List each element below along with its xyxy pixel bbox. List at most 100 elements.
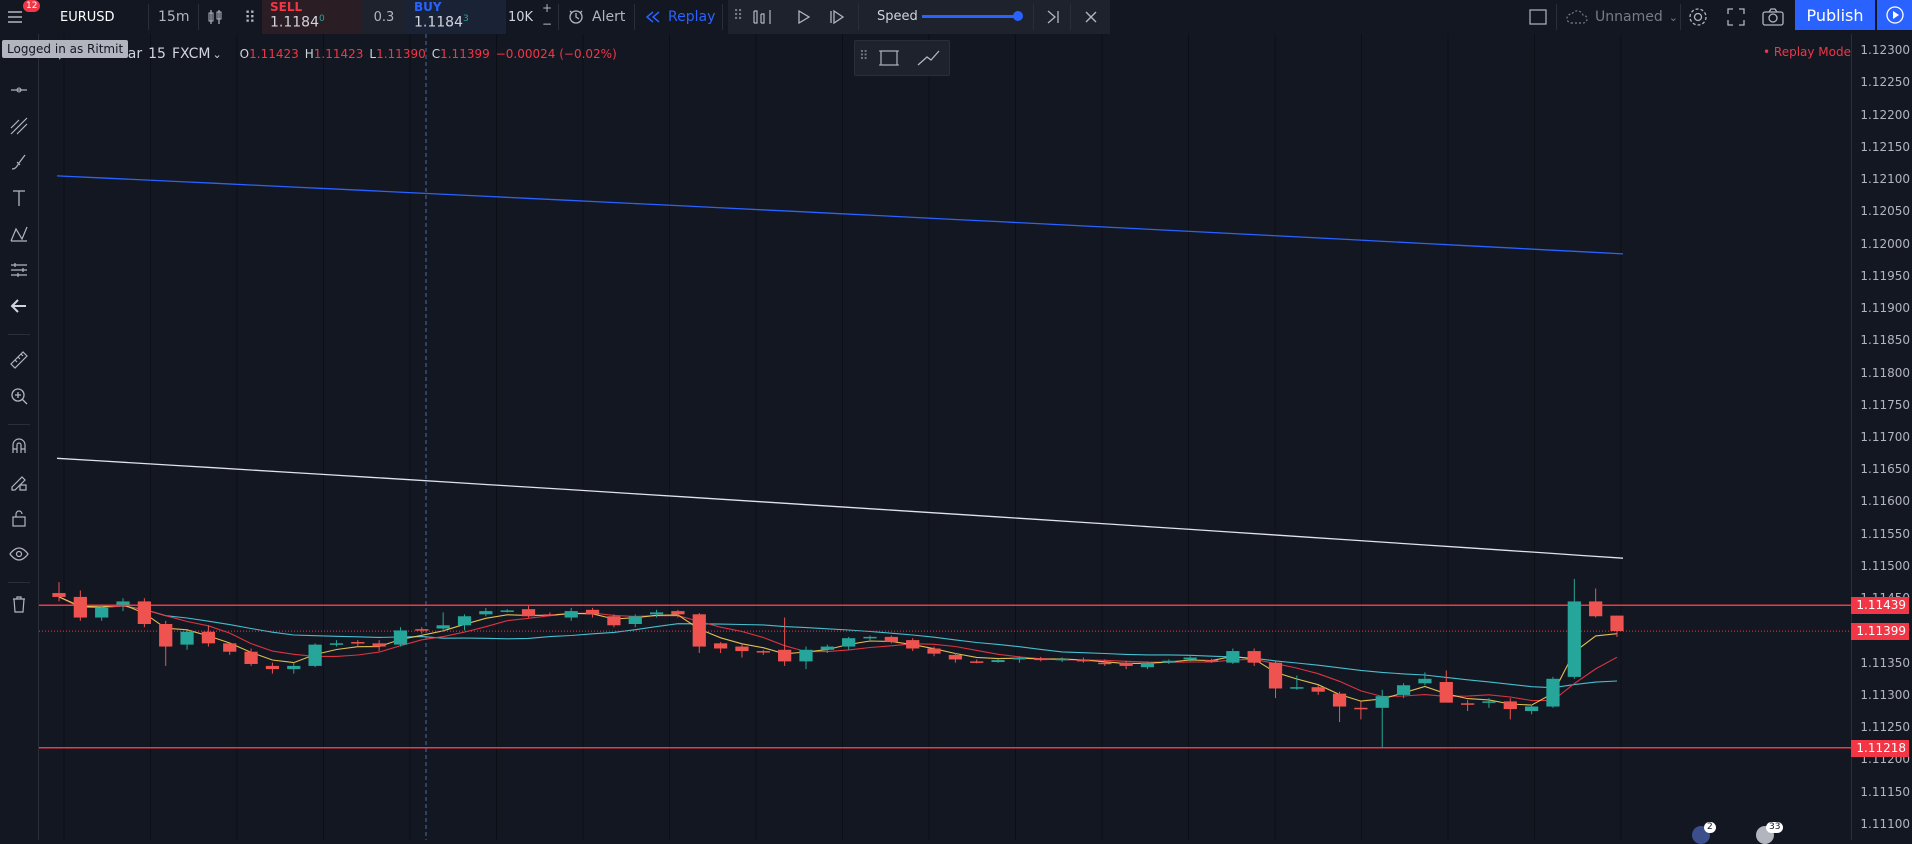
- flag-button[interactable]: 33: [1756, 822, 1784, 844]
- moving-average-line: [56, 457, 1624, 559]
- chevron-down-icon[interactable]: ⌄: [212, 47, 222, 61]
- price-tick-label: 1.11650: [1860, 462, 1910, 477]
- candle-body: [692, 614, 706, 647]
- speed-slider-handle[interactable]: [1013, 11, 1023, 21]
- drag-handle-icon[interactable]: ⠿: [733, 8, 744, 24]
- fib-tool[interactable]: [5, 112, 33, 140]
- interval-label: 15m: [158, 9, 190, 25]
- replay-menu-button[interactable]: [1877, 0, 1912, 30]
- hide-drawings-tool[interactable]: [5, 540, 33, 568]
- trend-line-icon: [11, 87, 27, 93]
- indicators-button[interactable]: ⠿: [244, 0, 256, 34]
- step-forward-button[interactable]: [826, 6, 848, 32]
- magnet-tool[interactable]: [5, 432, 33, 460]
- candle-body: [351, 642, 365, 644]
- trend-drawing-button[interactable]: [915, 47, 941, 73]
- divider: [148, 4, 149, 30]
- candle-body: [1567, 601, 1581, 677]
- save-layout-button[interactable]: Unnamed ⌄: [1565, 0, 1678, 34]
- spread-value: 0.3: [362, 0, 406, 34]
- quantity-field[interactable]: 10K: [508, 9, 534, 25]
- quantity-stepper[interactable]: + −: [541, 1, 553, 31]
- legend-source: FXCM: [171, 46, 211, 62]
- symbol-search-button[interactable]: EURUSD: [60, 0, 115, 34]
- candle-body: [820, 646, 834, 650]
- price-tick-label: 1.11350: [1860, 655, 1910, 670]
- candle-body: [1546, 678, 1560, 707]
- play-button[interactable]: [792, 6, 814, 32]
- interval-button[interactable]: 15m: [158, 0, 189, 34]
- replay-button[interactable]: Replay: [644, 0, 715, 34]
- ideas-button[interactable]: 2: [1692, 822, 1716, 844]
- prediction-tool[interactable]: [5, 256, 33, 284]
- candle-body: [607, 616, 621, 626]
- candle-body: [927, 648, 941, 654]
- chevron-down-icon: ⌄: [1668, 10, 1678, 24]
- candle-body: [735, 646, 749, 652]
- candle-body: [778, 649, 792, 662]
- rectangle-icon: [879, 50, 899, 66]
- replay-forward-step-icon: [753, 10, 771, 24]
- candle-body: [1311, 687, 1325, 692]
- rectangle-select-button[interactable]: [877, 47, 901, 73]
- layout-button[interactable]: [1528, 8, 1548, 30]
- price-level-badge: 1.11439: [1851, 597, 1909, 615]
- zoom-tool[interactable]: [5, 382, 33, 410]
- publish-button[interactable]: Publish: [1795, 0, 1875, 30]
- candle-body: [223, 643, 237, 652]
- fullscreen-icon: [1727, 8, 1745, 26]
- price-tick-label: 1.11250: [1860, 720, 1910, 735]
- candle-body: [393, 630, 408, 645]
- lock-drawings-tool[interactable]: [5, 468, 33, 496]
- pattern-tool[interactable]: [5, 220, 33, 248]
- candles-icon: [208, 10, 222, 24]
- price-tick-label: 1.11850: [1860, 333, 1910, 348]
- candle-body: [415, 629, 429, 631]
- publish-label: Publish: [1806, 5, 1864, 25]
- price-axis[interactable]: 1.12300 1.12250 1.12200 1.12150 1.12100 1.120…: [1851, 34, 1912, 840]
- candle-body: [649, 612, 664, 615]
- close-replay-button[interactable]: [1080, 6, 1102, 32]
- price-tick-label: 1.11800: [1860, 365, 1910, 380]
- drag-handle-icon[interactable]: ⠿: [859, 49, 869, 64]
- camera-icon: [1762, 8, 1784, 26]
- candle-body: [73, 596, 87, 618]
- select-bar-button[interactable]: [750, 5, 776, 29]
- back-button[interactable]: [5, 292, 33, 320]
- price-tick-label: 1.11550: [1860, 526, 1910, 541]
- settings-button[interactable]: [1686, 5, 1710, 33]
- price-chart[interactable]: [39, 34, 1851, 840]
- candle-body: [714, 643, 728, 649]
- candle-body: [1226, 651, 1240, 663]
- trend-line-tool[interactable]: [5, 76, 33, 104]
- alert-button[interactable]: Alert: [566, 0, 625, 34]
- magnet-icon: [12, 438, 26, 453]
- sell-button[interactable]: SELL 1.11840: [262, 0, 362, 34]
- text-tool[interactable]: [5, 184, 33, 212]
- legend-open: 1.11423: [249, 47, 299, 61]
- fullscreen-button[interactable]: [1724, 5, 1748, 33]
- buy-price: 1.11843: [414, 14, 469, 31]
- divider: [198, 4, 199, 30]
- candle-body: [1503, 701, 1517, 710]
- screenshot-button[interactable]: [1760, 5, 1786, 33]
- candle-body: [287, 665, 301, 670]
- speed-slider[interactable]: [922, 11, 1023, 21]
- chart-style-button[interactable]: [205, 0, 225, 34]
- price-tick-label: 1.11900: [1860, 301, 1910, 316]
- candle-body: [329, 643, 344, 645]
- brush-tool[interactable]: [5, 148, 33, 176]
- divider: [634, 4, 635, 30]
- jump-to-realtime-button[interactable]: [1042, 6, 1064, 32]
- candle-body: [970, 661, 984, 663]
- play-circle-icon: [1885, 6, 1904, 24]
- candle-body: [116, 601, 130, 605]
- candle-body: [1418, 678, 1432, 684]
- menu-button[interactable]: 12: [6, 0, 41, 34]
- buy-button[interactable]: BUY 1.11843: [406, 0, 506, 34]
- lock-all-tool[interactable]: [5, 504, 33, 532]
- ruler-tool[interactable]: [5, 346, 33, 374]
- candle-body: [159, 623, 173, 647]
- sell-label: SELL: [270, 0, 303, 14]
- remove-drawings-tool[interactable]: [5, 590, 33, 618]
